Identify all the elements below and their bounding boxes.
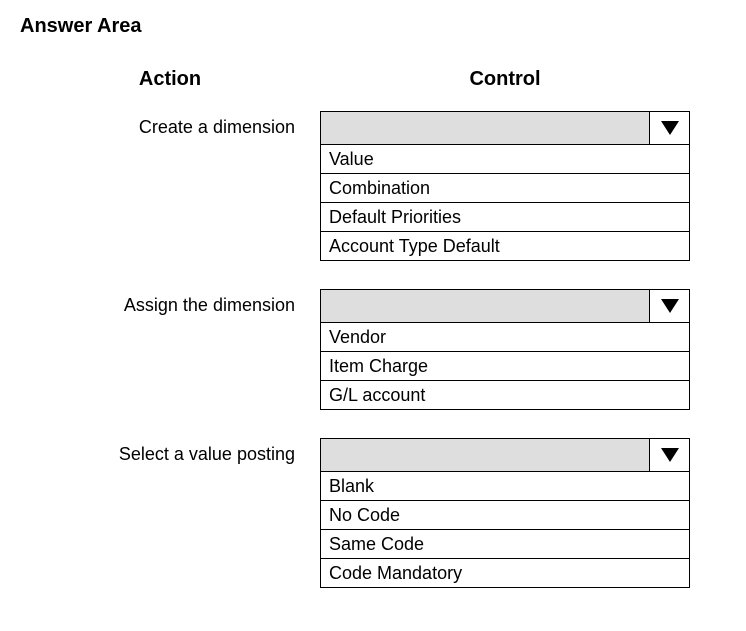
option-item[interactable]: Combination — [321, 173, 689, 202]
column-header-action: Action — [20, 68, 320, 91]
dropdown[interactable] — [320, 289, 690, 323]
option-item[interactable]: Item Charge — [321, 351, 689, 380]
dropdown-arrow[interactable] — [649, 112, 689, 144]
control-block: Blank No Code Same Code Code Mandatory — [320, 438, 690, 588]
option-item[interactable]: No Code — [321, 500, 689, 529]
action-label: Assign the dimension — [20, 289, 320, 438]
option-item[interactable]: Vendor — [321, 323, 689, 351]
chevron-down-icon — [661, 121, 679, 135]
dropdown-value — [321, 439, 649, 471]
column-header-control: Control — [320, 68, 690, 91]
option-item[interactable]: G/L account — [321, 380, 689, 409]
options-list: Vendor Item Charge G/L account — [320, 323, 690, 410]
page-title: Answer Area — [20, 15, 726, 38]
answer-grid: Action Control Create a dimension Value … — [20, 68, 726, 616]
option-item[interactable]: Blank — [321, 472, 689, 500]
action-label: Create a dimension — [20, 111, 320, 289]
dropdown-value — [321, 112, 649, 144]
option-item[interactable]: Same Code — [321, 529, 689, 558]
dropdown[interactable] — [320, 111, 690, 145]
control-block: Vendor Item Charge G/L account — [320, 289, 690, 410]
option-item[interactable]: Account Type Default — [321, 231, 689, 260]
dropdown-value — [321, 290, 649, 322]
dropdown-arrow[interactable] — [649, 290, 689, 322]
control-block: Value Combination Default Priorities Acc… — [320, 111, 690, 261]
chevron-down-icon — [661, 448, 679, 462]
options-list: Value Combination Default Priorities Acc… — [320, 145, 690, 261]
dropdown-arrow[interactable] — [649, 439, 689, 471]
action-label: Select a value posting — [20, 438, 320, 616]
option-item[interactable]: Value — [321, 145, 689, 173]
option-item[interactable]: Default Priorities — [321, 202, 689, 231]
dropdown[interactable] — [320, 438, 690, 472]
option-item[interactable]: Code Mandatory — [321, 558, 689, 587]
chevron-down-icon — [661, 299, 679, 313]
